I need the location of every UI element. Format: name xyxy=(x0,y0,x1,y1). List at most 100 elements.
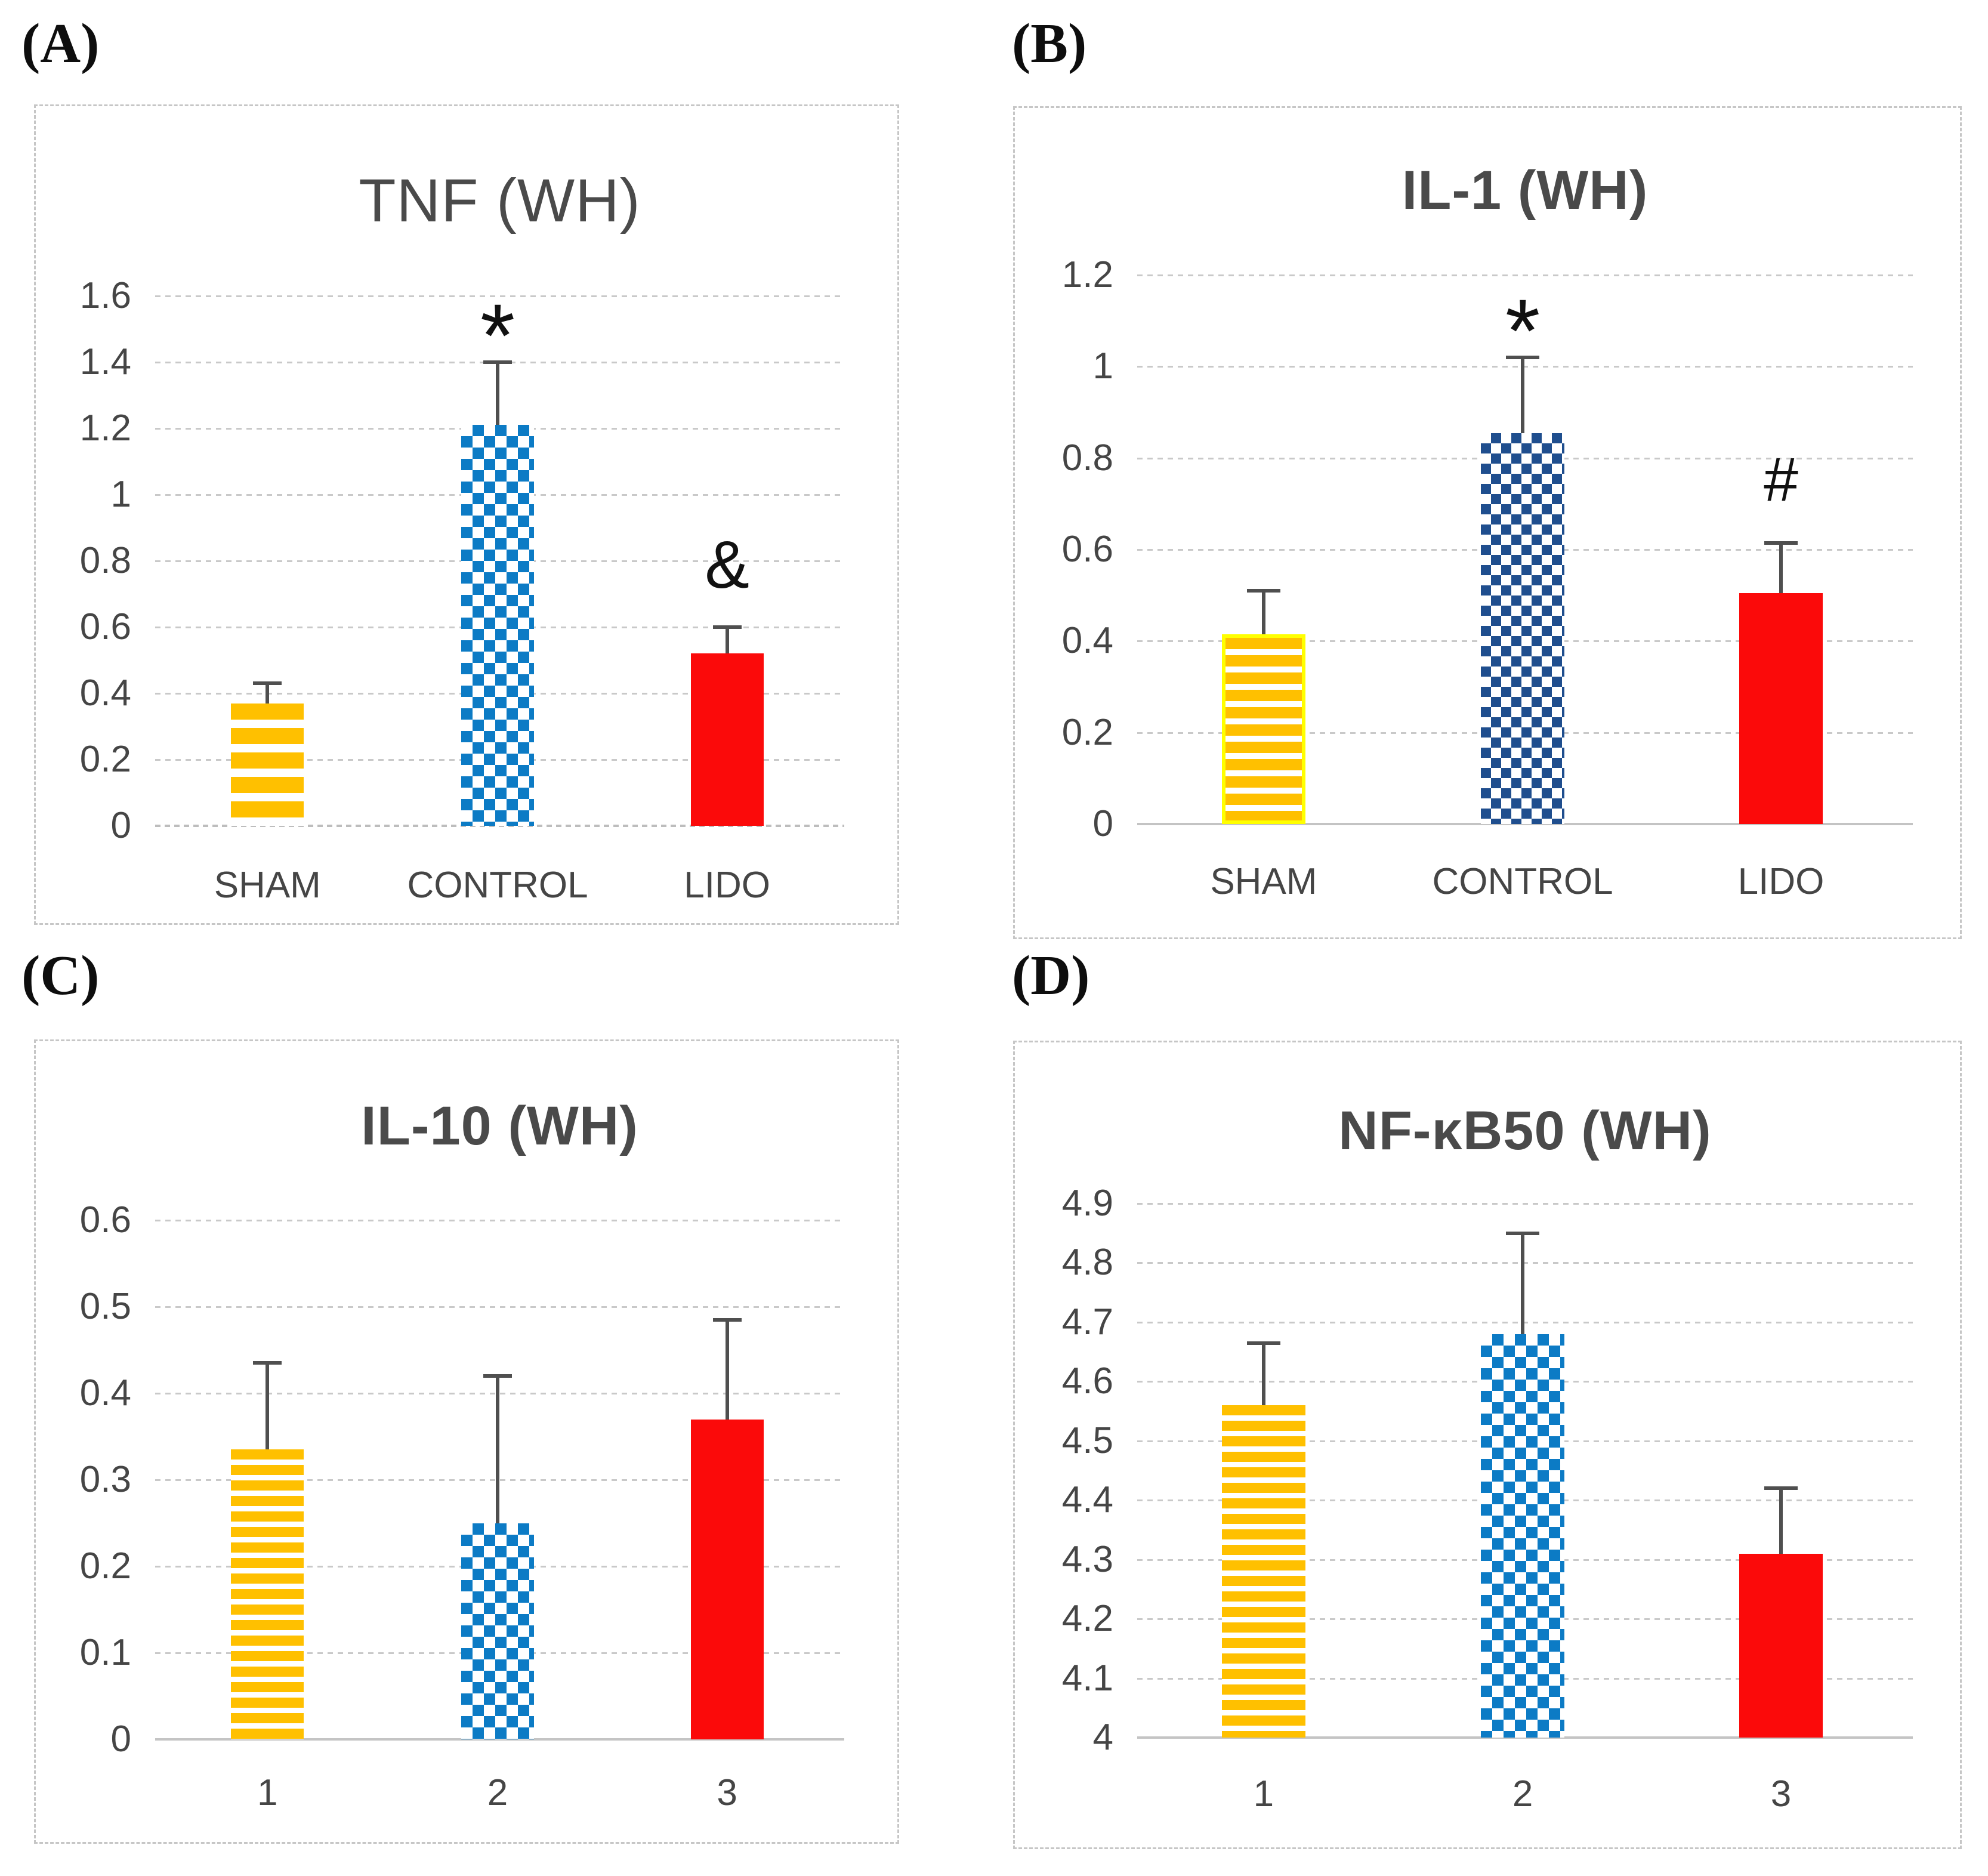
error-bar-line xyxy=(496,362,500,425)
panel-a-chart-title: TNF (WH) xyxy=(359,166,641,234)
x-tick-label: 2 xyxy=(487,1772,508,1813)
panel-c-box: IL-10 (WH) 0 0.1 0.2 0.3 0.4 0.5 0.6 1 2 3 xyxy=(34,1039,899,1844)
panel-d: (D) NF-κB50 (WH) 4 4.1 4.2 4.3 4.4 4.5 4.6 4.7 4… xyxy=(994,938,1988,1876)
y-tick-label: 4.4 xyxy=(1061,1479,1113,1521)
y-tick-label: 4.6 xyxy=(1061,1360,1113,1402)
y-tick-label: 0.8 xyxy=(79,540,131,581)
error-bar-cap xyxy=(712,1317,742,1322)
error-bar-line xyxy=(1521,357,1525,433)
bar-3 xyxy=(1739,1553,1823,1738)
error-bar-cap xyxy=(1506,1231,1540,1235)
gridline xyxy=(1137,1321,1913,1323)
error-bar-cap xyxy=(253,681,282,686)
error-bar-cap xyxy=(483,1374,513,1378)
x-tick-label: SHAM xyxy=(214,865,321,906)
panel-b: (B) IL-1 (WH) 0 0.2 0.4 0.6 0.8 1 1.2 SHAM * CONT… xyxy=(994,0,1988,939)
x-tick-label: SHAM xyxy=(1210,861,1317,902)
y-tick-label: 0.3 xyxy=(79,1459,131,1500)
y-tick-label: 1.2 xyxy=(79,408,131,449)
y-tick-label: 4.3 xyxy=(1061,1538,1113,1580)
x-tick-label: CONTROL xyxy=(407,865,588,906)
y-tick-label: 0.6 xyxy=(79,606,131,647)
y-tick-label: 0 xyxy=(110,805,131,846)
y-tick-label: 0.6 xyxy=(1061,529,1113,570)
error-bar-cap xyxy=(1764,541,1798,545)
y-tick-label: 1 xyxy=(1092,345,1113,387)
x-tick-label: 2 xyxy=(1512,1773,1533,1815)
sig-marker: * xyxy=(480,285,515,385)
panel-c-chart-title: IL-10 (WH) xyxy=(361,1096,638,1156)
y-tick-label: 0.2 xyxy=(79,739,131,780)
error-bar-line xyxy=(1521,1233,1525,1334)
x-tick-label: LIDO xyxy=(1737,861,1825,902)
error-bar-cap xyxy=(483,360,513,364)
error-bar-line xyxy=(1779,1488,1783,1554)
y-tick-label: 4 xyxy=(1092,1717,1113,1758)
y-tick-label: 4.1 xyxy=(1061,1657,1113,1699)
bar-3 xyxy=(690,1419,764,1739)
x-tick-label: 3 xyxy=(1770,1773,1792,1815)
gridline xyxy=(1137,1262,1913,1264)
panel-a-box: TNF (WH) 0 0.2 0.4 0.6 0.8 1 1.2 1.4 1.6 SHAM * CON… xyxy=(34,104,899,925)
y-tick-label: 0.8 xyxy=(1061,437,1113,479)
panel-b-chart-title: IL-1 (WH) xyxy=(1402,160,1649,221)
error-bar-line xyxy=(496,1376,500,1523)
y-tick-label: 1.4 xyxy=(79,341,131,382)
x-tick-label: 3 xyxy=(717,1772,737,1813)
panel-d-chart-title: NF-κB50 (WH) xyxy=(1338,1100,1712,1161)
panel-c-letter: (C) xyxy=(21,945,100,1007)
x-axis-line xyxy=(1137,823,1913,825)
gridline xyxy=(1137,1203,1913,1205)
x-tick-label: 1 xyxy=(1253,1773,1274,1815)
y-tick-label: 4.8 xyxy=(1061,1242,1113,1283)
error-bar-cap xyxy=(1246,1341,1280,1345)
error-bar-line xyxy=(725,1319,729,1420)
y-tick-label: 1.2 xyxy=(1061,254,1113,295)
panel-d-letter: (D) xyxy=(1012,945,1090,1007)
error-bar-cap xyxy=(1506,356,1540,359)
y-tick-label: 0.4 xyxy=(1061,620,1113,662)
panel-c-plot-area: 0 0.1 0.2 0.3 0.4 0.5 0.6 1 2 3 xyxy=(80,1199,844,1813)
bar-lido xyxy=(690,653,764,826)
bar-sham xyxy=(1221,634,1305,824)
bar-sham xyxy=(231,703,304,826)
y-tick-label: 0.4 xyxy=(79,672,131,714)
error-bar-cap xyxy=(1764,1486,1798,1491)
error-bar-line xyxy=(1779,542,1783,593)
panel-a-letter: (A) xyxy=(21,13,100,75)
panel-c: (C) IL-10 (WH) 0 0.1 0.2 0.3 0.4 0.5 0.6 1 2 3 xyxy=(0,938,994,1876)
bar-1 xyxy=(231,1449,304,1739)
error-bar-line xyxy=(266,683,270,704)
sig-marker: # xyxy=(1764,445,1798,514)
gridline xyxy=(155,1306,844,1308)
gridline xyxy=(155,1393,844,1394)
sig-marker: * xyxy=(1505,280,1541,381)
y-tick-label: 4.5 xyxy=(1061,1420,1113,1461)
y-tick-label: 4.2 xyxy=(1061,1598,1113,1640)
gridline xyxy=(1137,366,1913,368)
gridline xyxy=(155,1479,844,1481)
y-tick-label: 0.6 xyxy=(79,1199,131,1241)
panel-b-letter: (B) xyxy=(1012,13,1087,75)
y-tick-label: 1 xyxy=(110,474,131,515)
error-bar-cap xyxy=(1246,589,1280,593)
bar-2 xyxy=(461,1523,535,1739)
bar-2 xyxy=(1481,1334,1565,1738)
gridline xyxy=(155,1220,844,1221)
y-tick-label: 4.9 xyxy=(1061,1183,1113,1224)
sig-marker: & xyxy=(705,527,749,602)
y-tick-label: 0.5 xyxy=(79,1286,131,1327)
y-tick-label: 0.1 xyxy=(79,1632,131,1673)
error-bar-line xyxy=(266,1363,270,1450)
panel-b-plot-area: 0 0.2 0.4 0.6 0.8 1 1.2 SHAM * CONTROL # LIDO xyxy=(1062,254,1913,902)
panel-b-box: IL-1 (WH) 0 0.2 0.4 0.6 0.8 1 1.2 SHAM * CONTROL #… xyxy=(1013,106,1962,939)
y-tick-label: 0.2 xyxy=(79,1545,131,1587)
x-tick-label: LIDO xyxy=(684,865,770,906)
error-bar-line xyxy=(1261,591,1265,634)
y-tick-label: 0 xyxy=(110,1718,131,1760)
y-tick-label: 0.4 xyxy=(79,1372,131,1414)
gridline xyxy=(155,295,844,297)
error-bar-line xyxy=(1261,1343,1265,1406)
panel-a: (A) TNF (WH) 0 0.2 0.4 0.6 0.8 1 1.2 1.4 1.6 SHAM… xyxy=(0,0,994,938)
panel-a-plot-area: 0 0.2 0.4 0.6 0.8 1 1.2 1.4 1.6 SHAM * CONTROL & LIDO xyxy=(80,275,844,906)
